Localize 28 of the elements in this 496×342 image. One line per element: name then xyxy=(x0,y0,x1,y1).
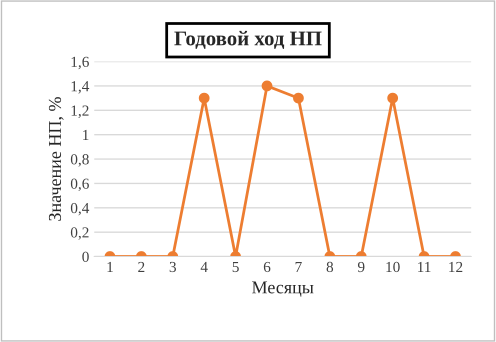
x-tick-label: 9 xyxy=(358,262,364,272)
y-tick-label: 1 xyxy=(83,130,88,140)
y-tick-label: 0,8 xyxy=(70,154,89,167)
x-axis-title: Месяцы xyxy=(252,281,314,297)
y-tick-label: 1,6 xyxy=(72,56,89,70)
y-tick-label: 0,4 xyxy=(70,202,90,216)
y-axis-title: Значение НП, % xyxy=(48,97,64,221)
y-tick-label: 1,4 xyxy=(72,81,90,94)
point xyxy=(293,92,304,104)
x-tick-label: 1 xyxy=(107,262,113,272)
point xyxy=(198,92,210,104)
y-tick-label: 0,2 xyxy=(70,227,89,240)
x-tick-label: 5 xyxy=(232,262,239,272)
y-tick-label: 1,2 xyxy=(72,105,89,118)
x-tick-label: 8 xyxy=(326,262,334,272)
x-tick-label: 10 xyxy=(386,262,400,272)
point xyxy=(387,92,398,104)
x-tick-label: 7 xyxy=(296,262,302,272)
x-tick-label: 12 xyxy=(449,262,462,272)
x-tick-label: 3 xyxy=(170,262,176,272)
x-tick-label: 2 xyxy=(138,262,144,272)
y-tick-label: 0 xyxy=(82,252,89,262)
x-tick-label: 6 xyxy=(264,262,270,272)
y-tick-label: 0,6 xyxy=(70,178,89,192)
x-tick-label: 4 xyxy=(200,262,208,272)
point xyxy=(262,80,272,92)
x-tick-label: 11 xyxy=(418,262,431,272)
chart-title: Годовой ход НП xyxy=(174,30,322,49)
